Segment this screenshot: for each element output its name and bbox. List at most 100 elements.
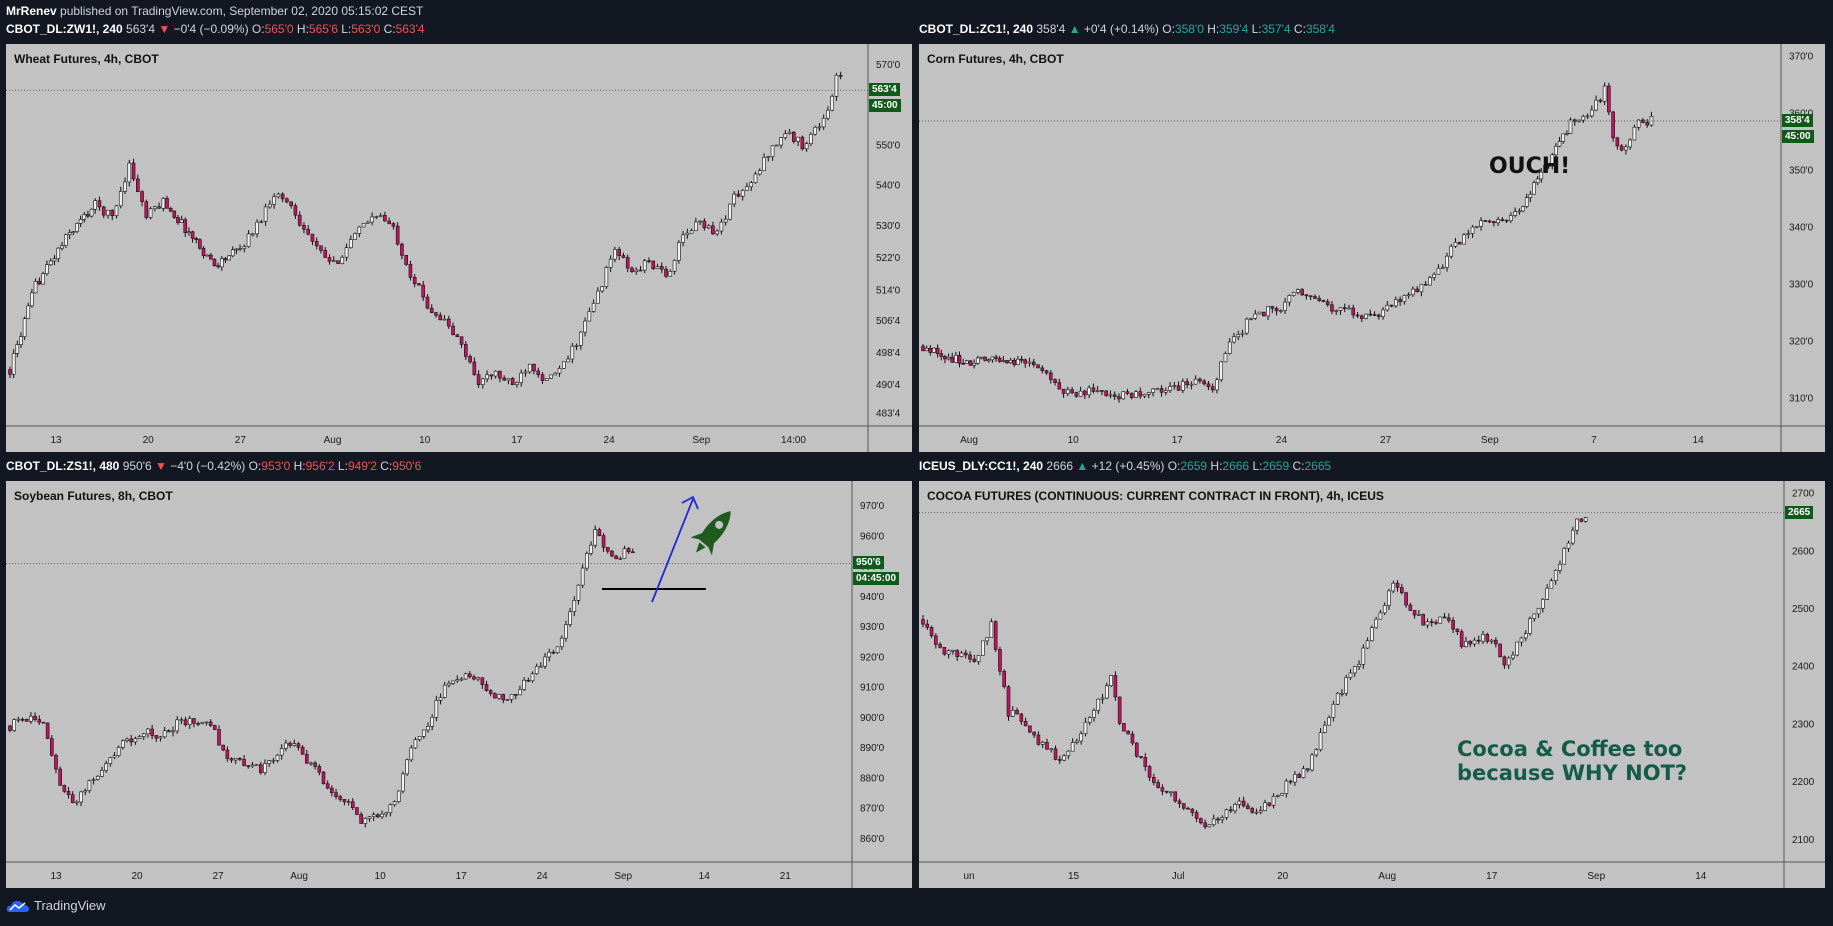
candle-body [934, 635, 938, 645]
candle-body [1528, 193, 1533, 198]
candle-body [1062, 755, 1066, 761]
y-tick-label: 2100 [1792, 835, 1815, 846]
x-tick-label: Jul [1172, 871, 1185, 882]
legend-close: 563'4 [395, 22, 425, 36]
candle-body [1377, 314, 1381, 317]
candle-body [1156, 782, 1160, 788]
candle-body [172, 210, 177, 218]
y-tick-label: 2700 [1792, 489, 1815, 500]
candle-body [1483, 220, 1488, 222]
x-tick-label: 10 [419, 435, 431, 446]
candle-body [668, 271, 673, 277]
candle-body [685, 232, 690, 236]
legend-l-label: L: [337, 459, 348, 473]
legend-cocoa: ICEUS_DLY:CC1!, 240 2666 ▲ +12 (+0.45%) … [919, 459, 1331, 473]
candles [8, 525, 635, 828]
chart-panel-wheat[interactable]: 570'0 550'0 540'0 530'0 522'0 514'0 506'4 498'4… [6, 44, 912, 452]
candle-body [1472, 639, 1477, 645]
candle-body [527, 363, 532, 373]
rocket-icon [690, 511, 731, 556]
candle-body [559, 637, 564, 648]
candle-body [376, 814, 380, 818]
candle-body [1487, 220, 1492, 223]
chart-panel-corn[interactable]: 370'0 360'0 350'0 340'0 330'0 320'0 310'0 Aug 10… [919, 44, 1825, 452]
candle-body [509, 693, 514, 700]
candle-body [48, 260, 53, 266]
candle-body [137, 736, 142, 739]
candle-body [346, 801, 351, 804]
candle-body [1429, 621, 1434, 623]
candle-body [1628, 139, 1632, 148]
candle-body [762, 157, 766, 172]
candle-body [133, 738, 138, 743]
legend-open: 358'0 [1174, 22, 1208, 36]
candle-body [481, 378, 485, 385]
legend-arrow: ▼ [155, 459, 171, 473]
candle-body [468, 356, 472, 363]
candle-body [932, 347, 936, 353]
chart-panel-cocoa[interactable]: 2700 2600 2500 2400 2300 2200 2100 un 15 Jul 20 Aug… [919, 481, 1825, 888]
legend-change: −0'4 (−0.09%) [173, 22, 252, 36]
candle-body [1053, 748, 1058, 760]
candle-body [566, 358, 570, 363]
candle-body [1594, 99, 1598, 111]
price-box: 2665 [1785, 505, 1814, 519]
candle-body [1066, 389, 1070, 394]
candle-body [1314, 749, 1319, 756]
candle-body [1543, 165, 1547, 173]
candle-body [49, 738, 54, 756]
candle-body [71, 231, 76, 233]
candle-body [938, 644, 942, 648]
candle-body [1227, 341, 1232, 354]
candle-body [125, 738, 129, 742]
legend-o-label: O: [1167, 459, 1181, 473]
candle-body [1300, 289, 1304, 296]
candle-body [225, 749, 230, 759]
legend-high: 565'6 [308, 22, 342, 36]
candle-body [83, 790, 88, 793]
candle-body [1406, 294, 1411, 297]
candle-body [1402, 295, 1407, 303]
candle-body [493, 693, 497, 699]
candle-body [363, 818, 368, 824]
chart-panel-soybean[interactable]: 970'0960'0950'0940'0930'0920'0910'0900'0… [6, 481, 912, 888]
candle-body [238, 248, 242, 250]
candle-body [600, 286, 604, 292]
candle-body [1267, 802, 1272, 806]
candle-body [405, 759, 409, 775]
candle-body [638, 269, 643, 272]
candle-body [1236, 334, 1241, 338]
candle-body [1053, 379, 1057, 383]
y-tick-label: 960'0 [860, 531, 885, 542]
candle-body [1521, 206, 1525, 212]
candle-body [1280, 793, 1284, 796]
candle-body [1317, 298, 1321, 301]
y-tick-label: 330'0 [1789, 279, 1814, 290]
x-tick-label: 10 [375, 871, 387, 882]
candle-body [336, 260, 340, 264]
candle-body [572, 599, 577, 613]
candle-body [1598, 99, 1603, 102]
candle-body [100, 770, 104, 777]
candle-body [1211, 818, 1216, 826]
legend-low: 949'2 [347, 459, 381, 473]
x-tick-label: 24 [1276, 435, 1288, 446]
candle-body [314, 241, 319, 247]
legend-arrow: ▲ [1076, 459, 1092, 473]
candle-body [171, 730, 175, 733]
candle-body [221, 744, 225, 751]
candle-body [1291, 292, 1296, 296]
candle-body [1579, 518, 1584, 522]
tradingview-logo[interactable]: TradingView [6, 898, 106, 913]
candle-body [502, 377, 506, 381]
y-tick-label: 483'4 [876, 408, 901, 419]
candle-body [1511, 654, 1515, 659]
candle-body [787, 131, 792, 135]
candle-body [276, 193, 281, 198]
y-tick-label: 360'0 [1789, 108, 1814, 119]
legend-h-label: H: [293, 459, 306, 473]
candle-body [359, 814, 363, 824]
candle-body [1176, 385, 1181, 391]
legend-soybean: CBOT_DL:ZS1!, 480 950'6 ▼ −4'0 (−0.42%) … [6, 459, 421, 473]
candle-body [198, 239, 202, 249]
